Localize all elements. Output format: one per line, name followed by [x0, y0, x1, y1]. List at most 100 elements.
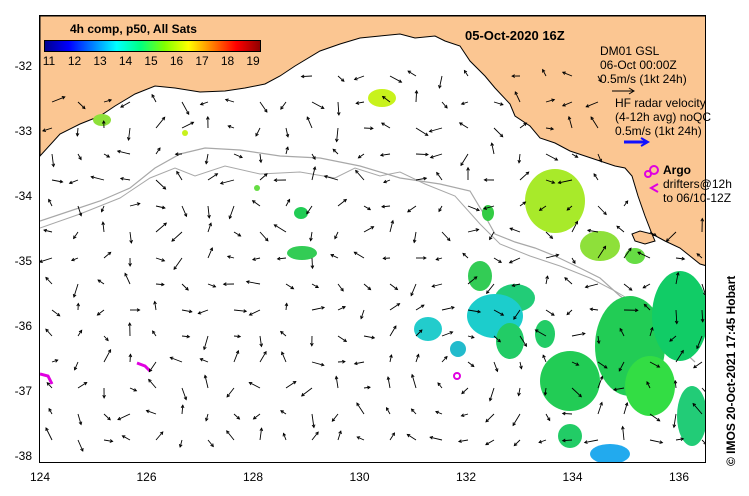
current-arrow [149, 361, 157, 372]
map-canvas[interactable] [40, 16, 706, 463]
drifter-track[interactable] [136, 361, 152, 373]
longitude-tick: 126 [136, 470, 157, 484]
current-arrow [519, 122, 527, 129]
current-arrow [48, 199, 53, 207]
current-arrowhead [642, 284, 647, 289]
current-arrow [253, 413, 261, 420]
sst-patches [93, 89, 705, 462]
current-arrow [568, 116, 573, 129]
current-arrowhead [574, 154, 579, 158]
current-arrowhead [153, 300, 157, 305]
current-arrowhead [203, 374, 208, 379]
current-arrow [77, 413, 82, 425]
current-arrow [518, 387, 521, 396]
current-arrowhead [163, 222, 168, 227]
current-arrowhead [185, 111, 190, 116]
current-arrowhead [561, 411, 566, 416]
current-arrow [467, 228, 479, 233]
current-arrow [285, 303, 288, 311]
current-arrow [306, 116, 313, 129]
current-arrow [181, 309, 192, 313]
current-arrow [74, 361, 79, 370]
current-arrow [77, 382, 87, 389]
current-arrow [151, 94, 157, 103]
current-arrowhead [145, 409, 150, 414]
longitude-tick: 132 [455, 470, 477, 484]
drifter-track[interactable] [40, 372, 54, 385]
current-arrowhead [180, 404, 185, 409]
current-arrowhead [460, 101, 465, 106]
current-arrowhead [509, 227, 514, 231]
current-arrow [337, 199, 347, 207]
current-arrowhead [239, 154, 243, 159]
current-arrow [229, 205, 235, 219]
map-panel[interactable] [39, 15, 706, 463]
longitude-tick: 128 [242, 470, 264, 484]
current-arrow [227, 255, 235, 259]
current-arrowhead [494, 368, 499, 373]
current-arrowhead [542, 68, 546, 73]
current-arrow [415, 304, 425, 311]
current-arrowhead [566, 311, 571, 316]
current-arrow [155, 147, 161, 155]
argo-label: Argo [663, 163, 691, 177]
current-arrowhead [429, 155, 434, 159]
current-arrow [120, 101, 131, 108]
current-arrowhead [624, 200, 629, 205]
current-arrow [669, 335, 677, 342]
current-arrow [593, 173, 599, 181]
current-arrow [618, 361, 625, 372]
current-arrow [461, 101, 469, 105]
current-arrow [77, 205, 82, 216]
current-arrowhead [367, 206, 372, 211]
current-arrowhead [583, 440, 588, 444]
current-arrow [356, 101, 365, 104]
current-arrow [649, 361, 660, 368]
current-arrowhead [279, 330, 284, 335]
current-arrowhead [80, 447, 84, 452]
current-arrowhead [310, 342, 314, 347]
current-arrow [310, 231, 313, 241]
current-arrow [363, 226, 374, 233]
current-arrow [493, 361, 498, 372]
current-arrowhead [438, 84, 442, 89]
current-arrow [280, 101, 287, 110]
argo-float[interactable] [453, 372, 461, 380]
current-arrowhead [590, 116, 594, 121]
current-arrow [623, 200, 629, 207]
current-arrowhead [602, 245, 607, 250]
current-arrowhead [585, 104, 590, 108]
current-arrowhead [243, 309, 248, 313]
current-arrowhead [581, 332, 586, 336]
current-arrow [538, 439, 547, 443]
current-arrowhead [353, 251, 358, 256]
current-arrow [571, 221, 578, 233]
current-arrowhead [659, 440, 664, 444]
current-arrow [464, 70, 469, 77]
current-arrow [438, 205, 443, 212]
current-arrow [220, 179, 235, 184]
current-arrowhead [161, 205, 166, 210]
current-arrowhead [151, 93, 155, 98]
current-arrowhead [126, 137, 131, 141]
current-arrow [545, 276, 549, 285]
current-arrowhead [338, 430, 342, 435]
current-arrow [283, 433, 287, 441]
current-arrowhead [136, 308, 141, 312]
current-arrowhead [665, 238, 670, 242]
current-arrow [597, 246, 606, 259]
current-arrowhead [572, 260, 576, 264]
current-arrowhead [48, 198, 52, 203]
current-arrow [696, 253, 703, 259]
current-arrow [429, 436, 443, 441]
current-arrow [513, 439, 521, 446]
current-arrowhead [161, 258, 166, 262]
current-arrow [354, 75, 365, 80]
current-arrow [675, 257, 685, 260]
current-arrowhead [320, 105, 325, 109]
current-arrow [233, 231, 241, 237]
current-arrowhead [371, 335, 376, 340]
current-arrow [285, 283, 294, 290]
current-arrowhead [121, 435, 126, 439]
current-arrowhead [703, 292, 705, 296]
